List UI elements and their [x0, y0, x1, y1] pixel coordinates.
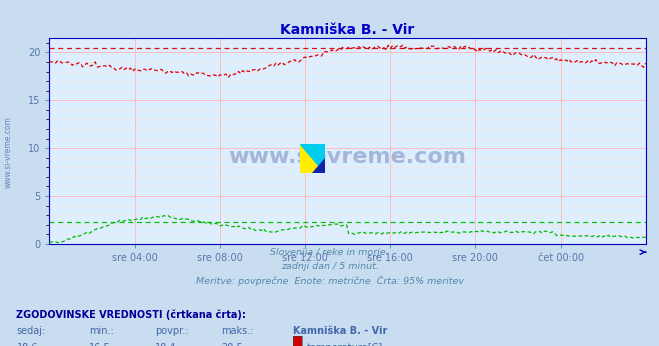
Text: 20,5: 20,5	[221, 343, 243, 346]
Text: 18,4: 18,4	[155, 343, 177, 346]
Text: sedaj:: sedaj:	[16, 326, 45, 336]
Text: www.si-vreme.com: www.si-vreme.com	[229, 147, 467, 167]
Title: Kamniška B. - Vir: Kamniška B. - Vir	[281, 23, 415, 37]
Text: zadnji dan / 5 minut.: zadnji dan / 5 minut.	[281, 262, 378, 271]
Text: povpr.:: povpr.:	[155, 326, 188, 336]
Polygon shape	[300, 144, 325, 173]
Text: min.:: min.:	[89, 326, 114, 336]
Text: maks.:: maks.:	[221, 326, 253, 336]
Text: Kamniška B. - Vir: Kamniška B. - Vir	[293, 326, 387, 336]
Polygon shape	[312, 158, 325, 173]
Text: Slovenija / reke in morje.: Slovenija / reke in morje.	[270, 248, 389, 257]
Text: 16,5: 16,5	[89, 343, 111, 346]
Text: Meritve: povprečne  Enote: metrične  Črta: 95% meritev: Meritve: povprečne Enote: metrične Črta:…	[196, 276, 463, 286]
Text: 18,6: 18,6	[16, 343, 38, 346]
Text: temperatura[C]: temperatura[C]	[306, 343, 383, 346]
Text: ZGODOVINSKE VREDNOSTI (črtkana črta):: ZGODOVINSKE VREDNOSTI (črtkana črta):	[16, 310, 246, 320]
Polygon shape	[300, 144, 325, 173]
Text: www.si-vreme.com: www.si-vreme.com	[3, 116, 13, 188]
